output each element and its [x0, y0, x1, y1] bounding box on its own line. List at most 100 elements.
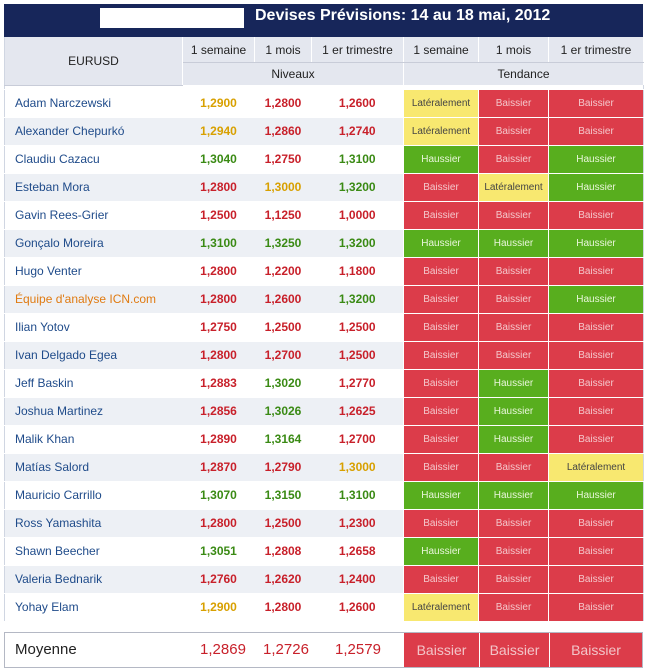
trend-quarter: Baissier — [548, 396, 644, 425]
level-week: 1,2900 — [182, 592, 255, 621]
trend-quarter: Baissier — [548, 340, 644, 369]
trend-month: Baissier — [478, 312, 549, 341]
level-quarter: 1,3200 — [311, 284, 404, 313]
trend-month: Baissier — [478, 88, 549, 117]
table-row: Joshua Martinez 1,2856 1,3026 1,2625 Baissie… — [4, 396, 644, 425]
trend-quarter: Baissier — [548, 312, 644, 341]
trend-quarter: Baissier — [548, 424, 644, 453]
trend-week: Baissier — [403, 284, 479, 313]
level-quarter: 1,3200 — [311, 172, 404, 201]
level-quarter: 1,3000 — [311, 452, 404, 481]
level-week: 1,3070 — [182, 480, 255, 509]
trend-week: Baissier — [403, 340, 479, 369]
currency-pair: EURUSD — [4, 37, 183, 86]
trend-quarter: Baissier — [548, 508, 644, 537]
trend-quarter: Baissier — [548, 592, 644, 621]
col-header-trend-week: 1 semaine — [403, 37, 479, 63]
analyst-name: Hugo Venter — [4, 256, 183, 285]
trend-week: Baissier — [403, 200, 479, 229]
table-row: Mauricio Carrillo 1,3070 1,3150 1,3100 Hauss… — [4, 480, 644, 509]
trend-quarter: Baissier — [548, 200, 644, 229]
analyst-name: Ivan Delgado Egea — [4, 340, 183, 369]
table-row: Hugo Venter 1,2800 1,2200 1,1800 Baissier Bai… — [4, 256, 644, 285]
level-month: 1,2500 — [254, 508, 312, 537]
level-quarter: 1,2300 — [311, 508, 404, 537]
trend-month: Baissier — [478, 508, 549, 537]
level-month: 1,3020 — [254, 368, 312, 397]
trend-month: Baissier — [478, 116, 549, 145]
trend-month: Baissier — [478, 256, 549, 285]
trend-month: Haussier — [478, 424, 549, 453]
level-week: 1,2750 — [182, 312, 255, 341]
level-month: 1,1250 — [254, 200, 312, 229]
level-quarter: 1,2625 — [311, 396, 404, 425]
level-week: 1,2800 — [182, 340, 255, 369]
level-quarter: 1,3200 — [311, 228, 404, 257]
level-month: 1,2500 — [254, 312, 312, 341]
average-level-week: 1,2869 — [200, 641, 246, 658]
table-row: Yohay Elam 1,2900 1,2800 1,2600 Latéralement… — [4, 592, 644, 621]
analyst-name: Ilian Yotov — [4, 312, 183, 341]
trend-week: Haussier — [403, 228, 479, 257]
level-quarter: 1,0000 — [311, 200, 404, 229]
trend-quarter: Haussier — [548, 284, 644, 313]
level-quarter: 1,2700 — [311, 424, 404, 453]
table-row: Shawn Beecher 1,3051 1,2808 1,2658 Haussier B… — [4, 536, 644, 565]
title-blank-box — [100, 8, 244, 28]
trend-quarter: Baissier — [548, 536, 644, 565]
level-week: 1,3051 — [182, 536, 255, 565]
table-row: Claudiu Cazacu 1,3040 1,2750 1,3100 Haussier… — [4, 144, 644, 173]
analyst-name: Joshua Martinez — [4, 396, 183, 425]
level-week: 1,3040 — [182, 144, 255, 173]
level-quarter: 1,2658 — [311, 536, 404, 565]
level-week: 1,3100 — [182, 228, 255, 257]
trend-month: Baissier — [478, 144, 549, 173]
trend-month: Latéralement — [478, 172, 549, 201]
level-month: 1,3026 — [254, 396, 312, 425]
trend-week: Latéralement — [403, 88, 479, 117]
analyst-name: Esteban Mora — [4, 172, 183, 201]
trend-quarter: Haussier — [548, 172, 644, 201]
trend-quarter: Baissier — [548, 368, 644, 397]
average-level-month: 1,2726 — [263, 641, 309, 658]
level-month: 1,2800 — [254, 88, 312, 117]
table-row: Alexander Chepurkó 1,2940 1,2860 1,2740 Laté… — [4, 116, 644, 145]
average-trend-quarter: Baissier — [550, 633, 642, 667]
level-month: 1,2600 — [254, 284, 312, 313]
level-week: 1,2900 — [182, 88, 255, 117]
trend-quarter: Baissier — [548, 88, 644, 117]
level-quarter: 1,2600 — [311, 88, 404, 117]
col-header-levels-week: 1 semaine — [182, 37, 255, 63]
trend-month: Haussier — [478, 480, 549, 509]
trend-week: Baissier — [403, 172, 479, 201]
level-month: 1,3000 — [254, 172, 312, 201]
level-week: 1,2500 — [182, 200, 255, 229]
level-month: 1,2790 — [254, 452, 312, 481]
trend-quarter: Baissier — [548, 256, 644, 285]
trend-quarter: Latéralement — [548, 452, 644, 481]
level-month: 1,2700 — [254, 340, 312, 369]
trend-month: Baissier — [478, 452, 549, 481]
analyst-name: Claudiu Cazacu — [4, 144, 183, 173]
table-row: Gavin Rees-Grier 1,2500 1,1250 1,0000 Baissi… — [4, 200, 644, 229]
col-header-levels-month: 1 mois — [254, 37, 312, 63]
average-trend-month: Baissier — [480, 633, 549, 667]
trend-week: Latéralement — [403, 592, 479, 621]
level-quarter: 1,3100 — [311, 144, 404, 173]
level-quarter: 1,1800 — [311, 256, 404, 285]
trend-week: Baissier — [403, 452, 479, 481]
trend-quarter: Haussier — [548, 144, 644, 173]
table-row: Jeff Baskin 1,2883 1,3020 1,2770 Baissier Hau… — [4, 368, 644, 397]
group-header-trend: Tendance — [403, 62, 644, 85]
trend-week: Baissier — [403, 396, 479, 425]
trend-month: Baissier — [478, 200, 549, 229]
analyst-name: Valeria Bednarik — [4, 564, 183, 593]
col-header-trend-quarter: 1 er trimestre — [548, 37, 644, 63]
analyst-name: Yohay Elam — [4, 592, 183, 621]
level-month: 1,3150 — [254, 480, 312, 509]
analyst-name: Jeff Baskin — [4, 368, 183, 397]
level-month: 1,2860 — [254, 116, 312, 145]
trend-month: Haussier — [478, 368, 549, 397]
level-month: 1,3250 — [254, 228, 312, 257]
level-week: 1,2890 — [182, 424, 255, 453]
